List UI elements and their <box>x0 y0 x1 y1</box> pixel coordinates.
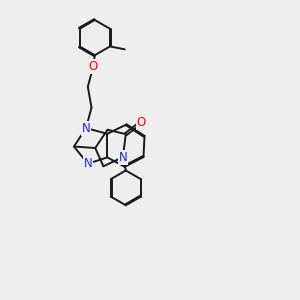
Text: N: N <box>83 157 92 170</box>
Text: N: N <box>118 151 127 164</box>
Text: N: N <box>82 122 90 135</box>
Text: O: O <box>89 60 98 73</box>
Text: O: O <box>136 116 146 129</box>
